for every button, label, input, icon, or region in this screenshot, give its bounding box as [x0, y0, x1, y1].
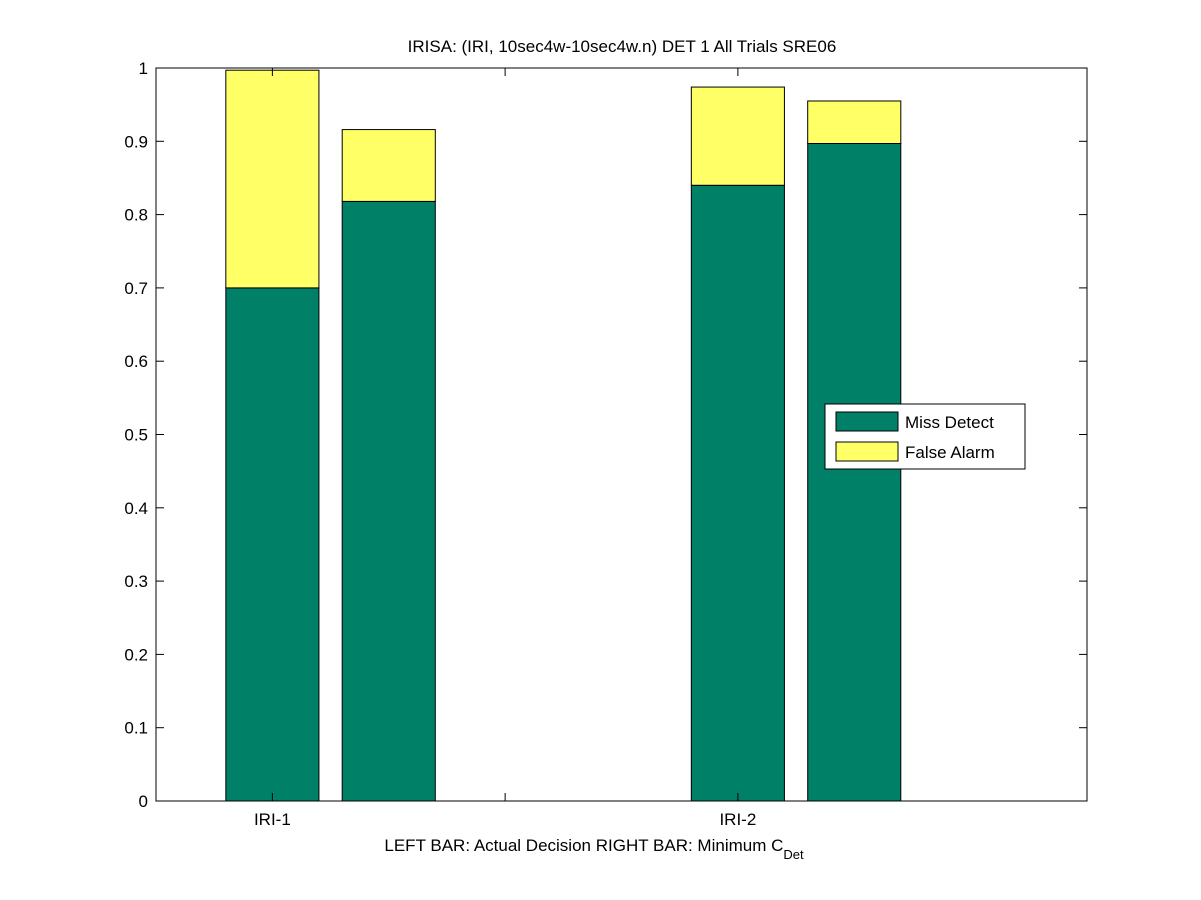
x-category-label-iri-1: IRI-1 — [254, 810, 291, 829]
y-tick-label: 0 — [139, 792, 148, 811]
chart-title: IRISA: (IRI, 10sec4w-10sec4w.n) DET 1 Al… — [408, 37, 837, 56]
axis-labels: 0 0.1 0.2 0.3 0.4 0.5 0.6 0.7 0.8 0.9 1 IRI-1 IRI-2 — [124, 59, 756, 829]
y-tick-label: 0.1 — [124, 719, 148, 738]
bar-iri-1-actual-miss-detect — [225, 287, 320, 802]
x-axis-label-subscript: Det — [783, 847, 804, 862]
bar-iri-2-minimum-false-alarm — [807, 100, 902, 144]
legend-label-miss-detect: Miss Detect — [905, 413, 994, 432]
y-tick-label: 0.5 — [124, 426, 148, 445]
y-tick-label: 0.6 — [124, 352, 148, 371]
y-tick-label: 1 — [139, 59, 148, 78]
bar-iri-2-actual-miss-detect — [690, 184, 785, 802]
y-tick-label: 0.2 — [124, 645, 148, 664]
bar-iri-1-minimum-miss-detect — [341, 200, 436, 802]
legend-swatch-false-alarm — [835, 441, 899, 462]
x-category-label-iri-2: IRI-2 — [719, 810, 756, 829]
legend-swatch-miss-detect — [835, 411, 899, 432]
x-axis-label: LEFT BAR: Actual Decision RIGHT BAR: Min… — [384, 836, 804, 862]
bars — [225, 69, 902, 802]
y-tick-label: 0.3 — [124, 572, 148, 591]
bar-iri-1-minimum-false-alarm — [341, 129, 436, 202]
x-axis-label-main: LEFT BAR: Actual Decision RIGHT BAR: Min… — [384, 836, 783, 855]
y-tick-label: 0.7 — [124, 279, 148, 298]
bar-iri-1-actual-false-alarm — [225, 69, 320, 289]
legend-label-false-alarm: False Alarm — [905, 443, 995, 462]
y-tick-label: 0.8 — [124, 206, 148, 225]
axis-ticks — [156, 67, 1087, 802]
y-tick-label: 0.9 — [124, 132, 148, 151]
bar-iri-2-actual-false-alarm — [690, 86, 785, 186]
bar-iri-2-minimum-miss-detect — [807, 142, 902, 802]
legend: Miss Detect False Alarm — [824, 403, 1026, 470]
y-tick-label: 0.4 — [124, 499, 148, 518]
